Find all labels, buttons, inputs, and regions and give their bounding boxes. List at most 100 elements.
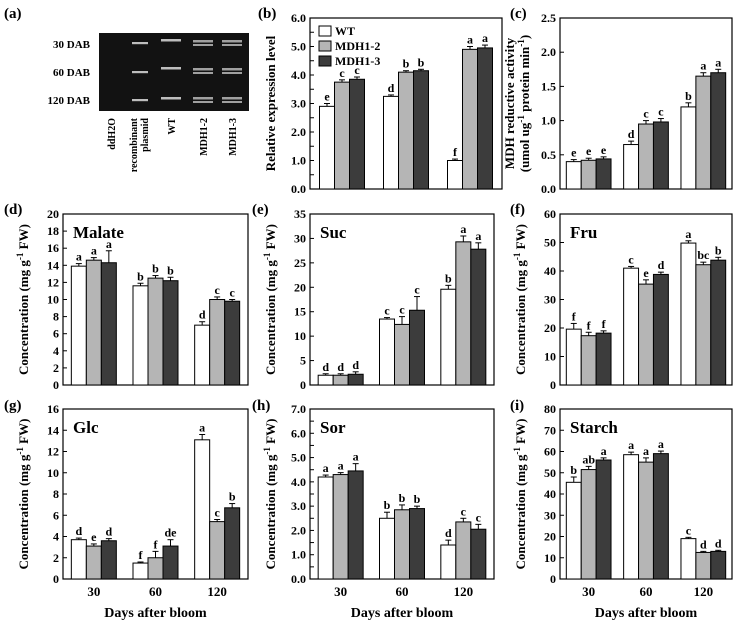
legend-entry: MDH1-3	[335, 54, 380, 68]
gel-lane-label: recombinant	[129, 117, 140, 172]
chart-title: Glc	[73, 418, 99, 437]
legend-entry: MDH1-2	[335, 39, 380, 53]
x-tick-label: 30	[87, 584, 100, 599]
significance-letter: b	[384, 498, 391, 512]
significance-letter: b	[152, 262, 159, 276]
panel-label-f: (f)	[510, 202, 525, 218]
chart-b: (b) 0.0 1.0 2.0 3.0 4.0 5.0 6.0 Relative express…	[258, 6, 503, 196]
bar	[379, 517, 395, 580]
y-axis-label: Concentration (mg g-1 FW)	[512, 419, 528, 570]
bar	[162, 545, 179, 580]
y-tick-label: 20	[544, 321, 556, 335]
chart-g: (g) 0 2 4 6 8 10 12 14 16 Concentration (mg g-1 FW…	[4, 398, 249, 621]
bar	[349, 78, 365, 190]
significance-letter: c	[354, 63, 360, 77]
y-tick-label: 0	[550, 378, 556, 392]
legend-swatch	[318, 40, 332, 52]
y-tick-label: 10	[47, 466, 59, 480]
y-axis-label: Concentration (mg g-1 FW)	[15, 224, 31, 375]
significance-letter: e	[571, 146, 577, 160]
bar	[462, 48, 478, 190]
bar	[695, 551, 712, 580]
panel-a: (a) 30 DAB 60 DAB 120 DAB ddH2O recombinant pl…	[4, 6, 249, 172]
legend-entry: WT	[335, 24, 355, 38]
panel-label-g: (g)	[4, 398, 22, 414]
significance-letter: a	[467, 33, 473, 47]
significance-letter: e	[586, 144, 592, 158]
panel-label-b: (b)	[258, 6, 276, 22]
x-tick-label: 120	[207, 584, 227, 599]
bar	[100, 262, 117, 386]
y-tick-label: 4	[53, 344, 59, 358]
y-tick-label: 1.0	[291, 548, 306, 562]
bar	[147, 557, 164, 580]
y-tick-label: 12	[47, 275, 59, 289]
y-tick-label: 60	[544, 207, 556, 221]
y-tick-label: 1.0	[541, 114, 556, 128]
x-axis-label: Days after bloom	[104, 606, 207, 621]
y-tick-label: 40	[544, 264, 556, 278]
y-tick-label: 0.5	[541, 148, 556, 162]
y-tick-label: 3.0	[291, 499, 306, 513]
bar	[565, 328, 582, 386]
chart-f: (f) 0 10 20 30 40 50 60 Concentration (mg g-1 FW…	[510, 202, 733, 392]
bar	[132, 285, 149, 386]
panel-label-e: (e)	[252, 202, 269, 218]
significance-letter: c	[215, 283, 221, 297]
y-tick-label: 5.0	[291, 40, 306, 54]
bar	[409, 309, 425, 386]
y-tick-label: 1.5	[541, 79, 556, 93]
bar	[565, 161, 582, 190]
y-tick-label: 6.0	[291, 11, 306, 25]
significance-letter: d	[105, 525, 112, 539]
gel-lane-label: MDH1-3	[228, 118, 239, 156]
bar	[398, 71, 414, 190]
chart-title: Starch	[570, 418, 618, 437]
significance-letter: d	[388, 81, 395, 95]
bar	[710, 550, 727, 580]
significance-letter: ab	[582, 452, 595, 466]
y-tick-label: 8	[53, 487, 59, 501]
significance-letter: e	[601, 143, 607, 157]
significance-letter: a	[601, 444, 607, 458]
x-tick-label: 60	[396, 584, 409, 599]
significance-letter: a	[199, 421, 205, 435]
x-axis-label: Days after bloom	[595, 606, 698, 621]
panel-label-i: (i)	[510, 398, 524, 414]
significance-letter: a	[76, 250, 82, 264]
y-tick-label: 25	[294, 256, 306, 270]
gel-band	[222, 44, 242, 46]
bar	[209, 521, 226, 580]
panel-label-c: (c)	[510, 6, 527, 22]
significance-letter: e	[324, 90, 330, 104]
significance-letter: c	[628, 252, 634, 266]
significance-letter: a	[643, 444, 649, 458]
y-tick-label: 6	[53, 327, 59, 341]
gel-band	[222, 101, 242, 103]
y-tick-label: 30	[544, 508, 556, 522]
significance-letter: b	[167, 263, 174, 277]
y-axis-label: Concentration (mg g-1 FW)	[512, 224, 528, 375]
gel-band	[193, 97, 213, 100]
y-tick-label: 10	[544, 350, 556, 364]
significance-letter: a	[475, 229, 481, 243]
bar	[695, 75, 712, 190]
significance-letter: b	[570, 463, 577, 477]
y-tick-label: 7.0	[291, 402, 306, 416]
bar	[379, 318, 395, 386]
y-tick-label: 20	[294, 280, 306, 294]
bar	[623, 144, 640, 190]
y-tick-label: 14	[47, 423, 59, 437]
gel-band	[193, 72, 213, 74]
significance-letter: b	[715, 243, 722, 257]
significance-letter: f	[602, 317, 607, 331]
bar	[710, 72, 727, 190]
bar	[447, 160, 463, 190]
y-tick-label: 5.0	[291, 451, 306, 465]
significance-letter: b	[399, 491, 406, 505]
y-tick-label: 30	[544, 293, 556, 307]
y-tick-label: 0	[53, 572, 59, 586]
significance-letter: a	[353, 450, 359, 464]
significance-letter: b	[445, 271, 452, 285]
